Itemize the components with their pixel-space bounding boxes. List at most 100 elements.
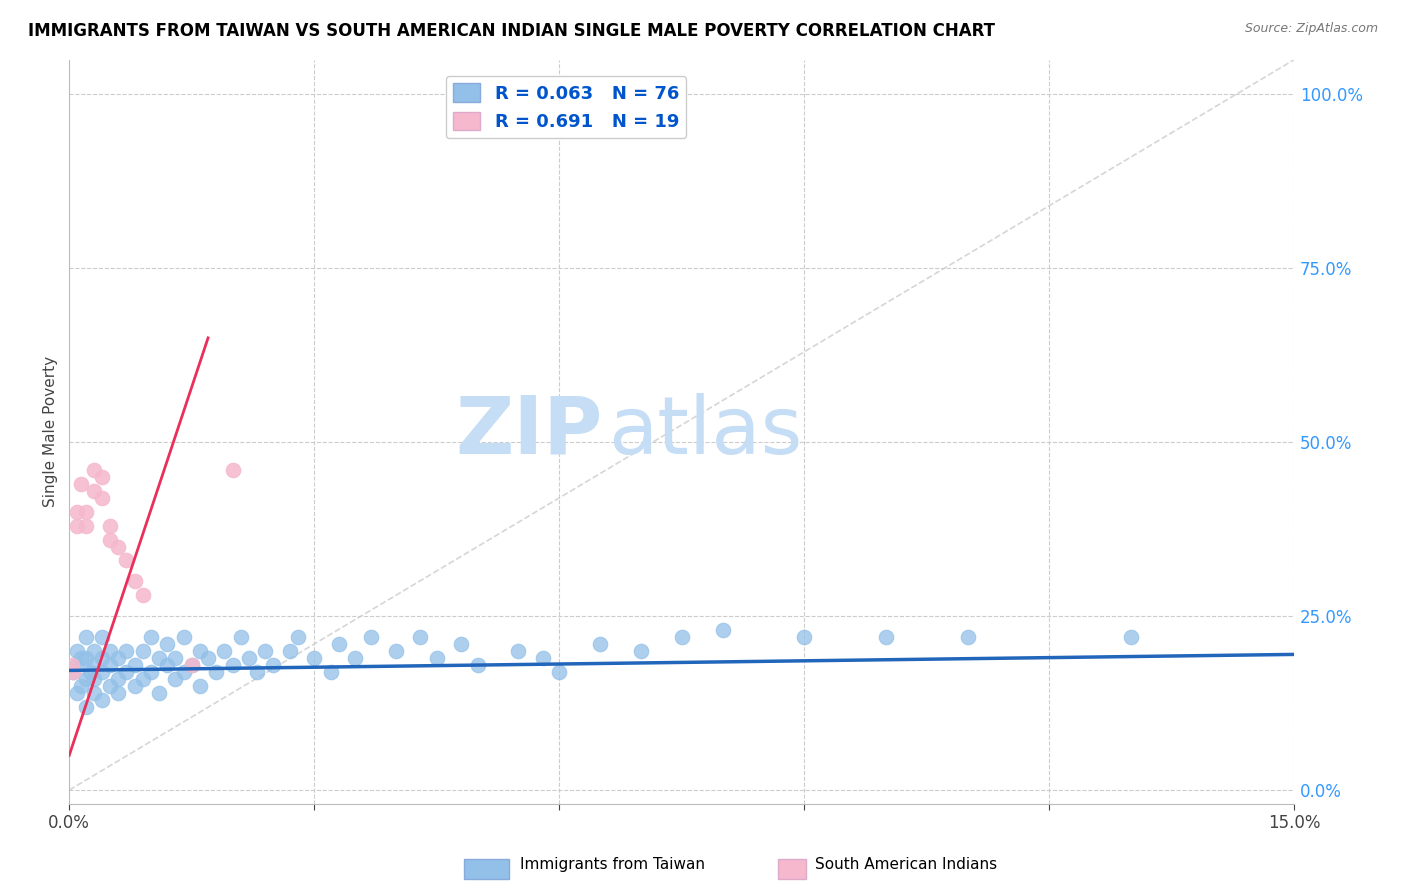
Point xyxy=(90,651,112,665)
Point xyxy=(90,491,112,505)
Point xyxy=(83,463,105,477)
Point xyxy=(793,630,815,644)
Point xyxy=(83,686,105,700)
Point xyxy=(115,665,138,679)
Point xyxy=(956,630,979,644)
Point xyxy=(214,644,236,658)
Point xyxy=(75,651,97,665)
Point xyxy=(229,630,252,644)
Point xyxy=(508,644,530,658)
Point xyxy=(75,518,97,533)
Point xyxy=(319,665,342,679)
Point xyxy=(98,533,121,547)
Point xyxy=(98,657,121,672)
Point xyxy=(75,699,97,714)
Text: Source: ZipAtlas.com: Source: ZipAtlas.com xyxy=(1244,22,1378,36)
Point xyxy=(148,686,170,700)
Point xyxy=(90,665,112,679)
Point xyxy=(107,672,129,686)
Point xyxy=(124,679,146,693)
Point xyxy=(671,630,693,644)
Point xyxy=(62,665,84,679)
Point xyxy=(173,630,195,644)
Point xyxy=(180,657,202,672)
Point xyxy=(262,657,284,672)
Point xyxy=(66,518,89,533)
Point xyxy=(548,665,571,679)
Point xyxy=(409,630,432,644)
Point xyxy=(115,553,138,567)
Point xyxy=(98,644,121,658)
Point xyxy=(132,672,155,686)
Point xyxy=(589,637,612,651)
Point xyxy=(83,483,105,498)
Text: ZIP: ZIP xyxy=(456,392,602,471)
Point xyxy=(711,623,734,637)
Point xyxy=(156,657,179,672)
Point xyxy=(98,679,121,693)
Text: South American Indians: South American Indians xyxy=(815,857,998,872)
Point xyxy=(246,665,269,679)
Point xyxy=(139,665,162,679)
Point xyxy=(165,672,187,686)
Point xyxy=(132,588,155,602)
Point xyxy=(304,651,326,665)
Point xyxy=(70,477,93,491)
Point xyxy=(148,651,170,665)
Point xyxy=(254,644,277,658)
Point xyxy=(75,505,97,519)
Point xyxy=(426,651,449,665)
Point xyxy=(467,657,489,672)
Point xyxy=(70,679,93,693)
Point xyxy=(75,672,97,686)
Point xyxy=(83,672,105,686)
Point xyxy=(62,665,84,679)
Point xyxy=(107,651,129,665)
Point xyxy=(83,657,105,672)
Point xyxy=(98,518,121,533)
Point xyxy=(107,686,129,700)
Point xyxy=(278,644,301,658)
Point xyxy=(66,686,89,700)
Point xyxy=(156,637,179,651)
Point xyxy=(450,637,472,651)
Text: atlas: atlas xyxy=(609,392,803,471)
Point xyxy=(75,630,97,644)
Point xyxy=(360,630,382,644)
Text: Immigrants from Taiwan: Immigrants from Taiwan xyxy=(520,857,706,872)
Point xyxy=(238,651,260,665)
Point xyxy=(221,463,243,477)
Point xyxy=(79,665,101,679)
Point xyxy=(385,644,408,658)
Point xyxy=(188,679,211,693)
Point xyxy=(124,657,146,672)
Point xyxy=(205,665,228,679)
Point xyxy=(180,657,202,672)
Point xyxy=(630,644,652,658)
Point xyxy=(197,651,219,665)
Point xyxy=(62,657,84,672)
Text: IMMIGRANTS FROM TAIWAN VS SOUTH AMERICAN INDIAN SINGLE MALE POVERTY CORRELATION : IMMIGRANTS FROM TAIWAN VS SOUTH AMERICAN… xyxy=(28,22,995,40)
Y-axis label: Single Male Poverty: Single Male Poverty xyxy=(44,356,58,508)
Point xyxy=(173,665,195,679)
Point xyxy=(124,574,146,589)
Legend: R = 0.063   N = 76, R = 0.691   N = 19: R = 0.063 N = 76, R = 0.691 N = 19 xyxy=(446,76,686,138)
Point xyxy=(115,644,138,658)
Point xyxy=(1119,630,1142,644)
Point xyxy=(531,651,554,665)
Point xyxy=(66,505,89,519)
Point xyxy=(188,644,211,658)
Point xyxy=(132,644,155,658)
Point xyxy=(90,470,112,484)
Point xyxy=(344,651,367,665)
Point xyxy=(139,630,162,644)
Point xyxy=(66,657,89,672)
Point xyxy=(875,630,897,644)
Point xyxy=(70,651,93,665)
Point xyxy=(66,644,89,658)
Point xyxy=(328,637,350,651)
Point xyxy=(221,657,243,672)
Point xyxy=(165,651,187,665)
Point xyxy=(90,692,112,706)
Point xyxy=(83,644,105,658)
